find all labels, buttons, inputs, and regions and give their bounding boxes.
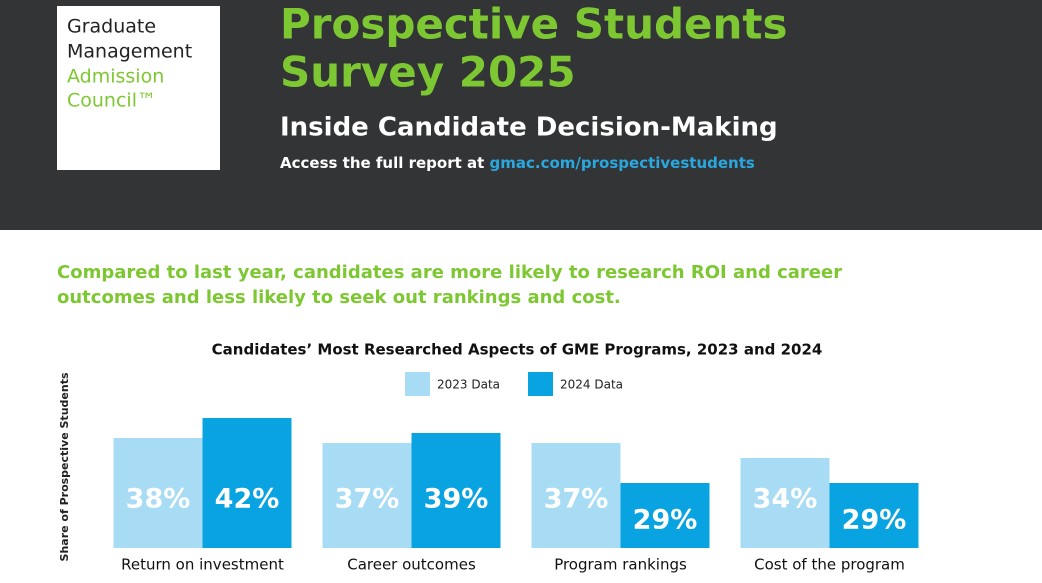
logo-box [57, 6, 220, 170]
bar [829, 483, 919, 548]
x-tick-label: Program rankings [554, 556, 687, 574]
x-tick-label: Career outcomes [347, 556, 476, 574]
x-tick-label: Cost of the program [754, 556, 905, 574]
legend-swatch [528, 372, 553, 396]
legend-swatch [405, 372, 430, 396]
value-label: 38% [126, 484, 191, 515]
bar [411, 433, 501, 548]
bar [322, 443, 412, 548]
legend-label: 2023 Data [437, 378, 500, 392]
subtitle: Inside Candidate Decision-Making [280, 113, 778, 143]
value-label: 39% [424, 484, 489, 515]
chart-title: Candidates’ Most Researched Aspects of G… [212, 341, 823, 359]
bar [202, 418, 292, 548]
headline: Compared to last year, candidates are mo… [57, 262, 842, 283]
logo-text: Graduate [67, 16, 156, 38]
access-text: Access the full report at gmac.com/prosp… [280, 154, 755, 172]
title: Prospective Students [280, 0, 788, 49]
title: Survey 2025 [280, 48, 576, 97]
y-axis-label: Share of Prospective Students [58, 372, 71, 561]
logo-text: Council™ [67, 90, 156, 112]
bar [113, 438, 203, 548]
value-label: 37% [335, 484, 400, 515]
x-tick-label: Return on investment [121, 556, 284, 574]
value-label: 37% [544, 484, 609, 515]
bar [620, 483, 710, 548]
access-label: Access the full report at [280, 154, 484, 172]
bar [531, 443, 621, 548]
value-label: 42% [215, 484, 280, 515]
value-label: 34% [753, 484, 818, 515]
headline: outcomes and less likely to seek out ran… [57, 287, 621, 308]
value-label: 29% [633, 505, 698, 536]
access-link[interactable]: gmac.com/prospectivestudents [490, 154, 755, 172]
logo-text: Admission [67, 66, 164, 88]
logo-text: Management [67, 41, 192, 63]
value-label: 29% [842, 505, 907, 536]
bar [740, 458, 830, 548]
legend-label: 2024 Data [560, 378, 623, 392]
